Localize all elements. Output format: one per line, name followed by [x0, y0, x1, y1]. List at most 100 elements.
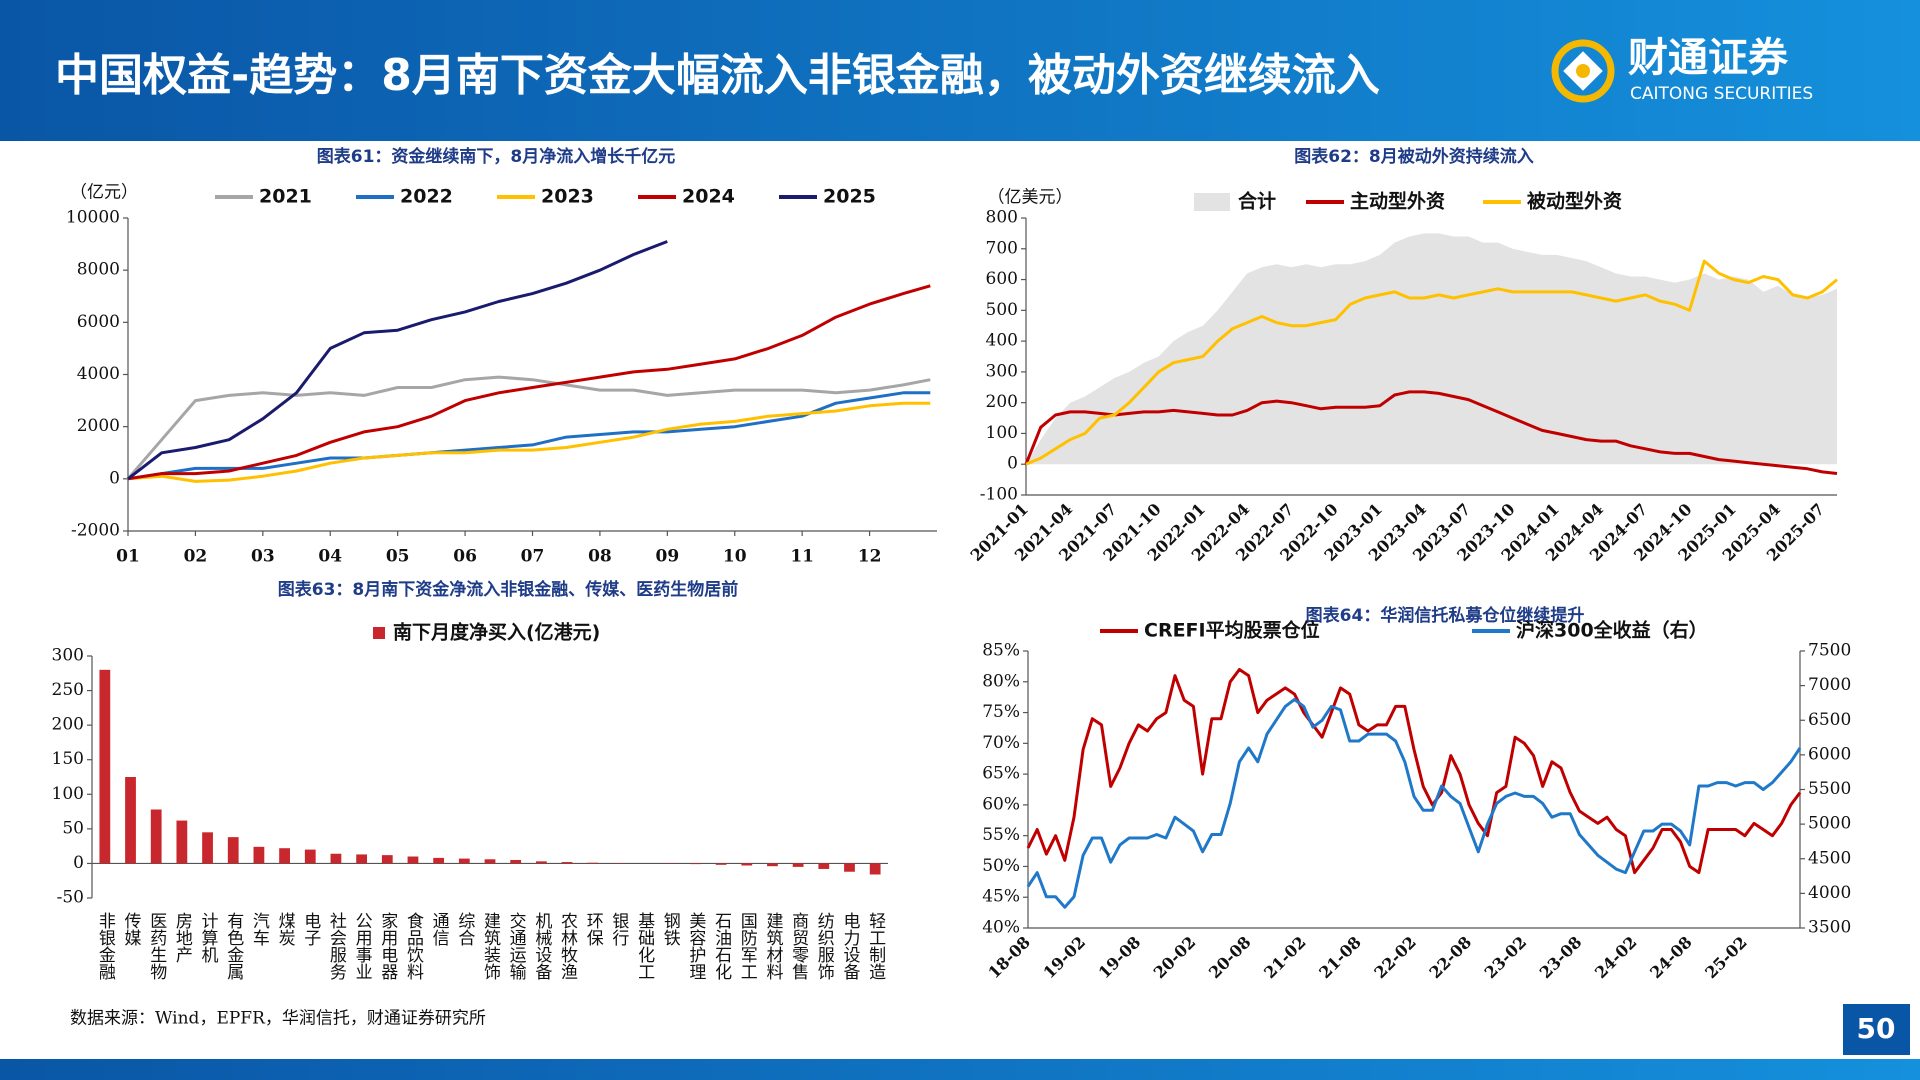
y-tick-label: 60% [982, 794, 1020, 814]
y-tick-label: 80% [982, 671, 1020, 691]
x-tick-label: 10 [723, 547, 747, 567]
x-tick-label: 轻工制造 [865, 912, 886, 980]
x-tick-label: 03 [251, 547, 275, 567]
y2-tick-label: 7000 [1808, 675, 1851, 695]
x-tick-label: 纺织服饰 [814, 912, 835, 980]
x-tick-label: 美容护理 [685, 912, 706, 980]
x-tick-label: 计算机 [198, 912, 219, 963]
y-tick-label: 300 [986, 361, 1018, 381]
x-tick-label: 04 [318, 547, 342, 567]
x-tick-label: 传媒 [121, 912, 142, 946]
y2-tick-label: 5500 [1808, 779, 1851, 799]
x-tick-label: 有色金属 [223, 912, 244, 980]
bar [253, 846, 265, 864]
x-tick-label: 21-08 [1315, 933, 1365, 983]
chart-title: 图表63：8月南下资金净流入非银金融、传媒、医药生物居前 [278, 579, 739, 600]
y-tick-label: 800 [986, 208, 1018, 228]
bar [99, 669, 111, 864]
bar [561, 862, 573, 864]
y2-tick-label: 6500 [1808, 710, 1851, 730]
source-note: 数据来源：Wind，EPFR，华润信托，财通证券研究所 [70, 1009, 486, 1029]
x-tick-label: 24-02 [1591, 933, 1641, 983]
y-tick-label: 8000 [77, 260, 120, 280]
legend-swatch [373, 627, 385, 639]
x-tick-label: 09 [655, 547, 679, 567]
x-tick-label: 电力设备 [839, 912, 860, 980]
bar [767, 863, 778, 867]
chart-title: 图表64：华润信托私募仓位继续提升 [1306, 605, 1585, 626]
x-tick-label: 基础化工 [634, 912, 655, 980]
legend-label: 南下月度净买入(亿港元) [393, 621, 600, 644]
x-tick-label: 22-08 [1426, 933, 1476, 983]
y-tick-label: 70% [982, 733, 1020, 753]
y-tick-label: 85% [982, 641, 1020, 661]
bar [458, 858, 470, 864]
x-tick-label: 建筑材料 [762, 912, 783, 980]
legend-label: 2025 [823, 186, 876, 208]
x-tick-label: 21-02 [1260, 933, 1310, 983]
x-tick-label: 23-02 [1481, 933, 1531, 983]
legend-label: 2022 [400, 186, 453, 208]
bar [484, 859, 496, 864]
x-tick-label: 机械设备 [531, 912, 552, 980]
x-tick-label: 钢铁 [660, 912, 681, 946]
x-tick-label: 02 [184, 547, 208, 567]
legend-label: 沪深300全收益（右） [1516, 619, 1708, 642]
bar [407, 856, 419, 864]
x-tick-label: 07 [521, 547, 545, 567]
bar [741, 863, 753, 866]
y-tick-label: 50 [62, 818, 84, 838]
x-tick-label: 银行 [608, 912, 629, 947]
bar [330, 853, 342, 864]
x-tick-label: 18-08 [984, 933, 1034, 983]
y-tick-label: 4000 [77, 364, 120, 384]
x-tick-label: 公用事业 [352, 912, 373, 980]
chart-title: 图表61：资金继续南下，8月净流入增长千亿元 [317, 146, 676, 167]
legend-label: CREFI平均股票仓位 [1144, 619, 1320, 642]
y-tick-label: 0 [1007, 454, 1018, 474]
legend-swatch [1194, 193, 1230, 211]
y-tick-label: 0 [109, 468, 120, 488]
x-tick-label: 08 [588, 547, 612, 567]
y-tick-label: 200 [986, 392, 1018, 412]
x-tick-label: 22-02 [1370, 933, 1420, 983]
y-tick-label: 55% [982, 825, 1020, 845]
x-tick-label: 建筑装饰 [480, 912, 501, 980]
x-tick-label: 汽车 [249, 912, 270, 946]
x-tick-label: 农林牧渔 [557, 912, 578, 980]
bar [844, 863, 855, 872]
bar [535, 861, 547, 864]
bar [202, 832, 213, 864]
bar [381, 855, 393, 864]
x-tick-label: 20-08 [1205, 933, 1255, 983]
y-tick-label: 6000 [77, 312, 120, 332]
x-tick-label: 24-08 [1646, 933, 1696, 983]
bar [125, 777, 136, 864]
x-tick-label: 19-02 [1040, 933, 1090, 983]
line [127, 284, 931, 481]
x-tick-label: 食品饮料 [403, 912, 424, 980]
logo-subtext: CAITONG SECURITIES [1630, 84, 1813, 104]
legend-label: 2023 [541, 186, 594, 208]
y2-tick-label: 3500 [1808, 918, 1851, 938]
y-tick-label: 2000 [77, 416, 120, 436]
x-tick-label: 房地产 [172, 912, 193, 963]
y2-tick-label: 4000 [1808, 883, 1851, 903]
bar [176, 820, 188, 864]
slide-title: 中国权益-趋势：8月南下资金大幅流入非银金融，被动外资继续流入 [55, 50, 1380, 101]
x-tick-label: 家用电器 [377, 912, 398, 980]
y2-tick-label: 6000 [1808, 744, 1851, 764]
x-tick-label: 石油石化 [711, 912, 732, 980]
page-number-box [1843, 1004, 1910, 1055]
y2-tick-label: 4500 [1808, 848, 1851, 868]
bar [150, 809, 162, 864]
y-tick-label: 700 [986, 238, 1018, 258]
x-tick-label: 非银金融 [95, 912, 116, 981]
legend-label: 主动型外资 [1350, 190, 1445, 213]
page-number: 50 [1857, 1012, 1896, 1045]
bar [587, 862, 599, 864]
x-tick-label: 11 [790, 547, 814, 567]
logo-icon [1551, 39, 1615, 103]
